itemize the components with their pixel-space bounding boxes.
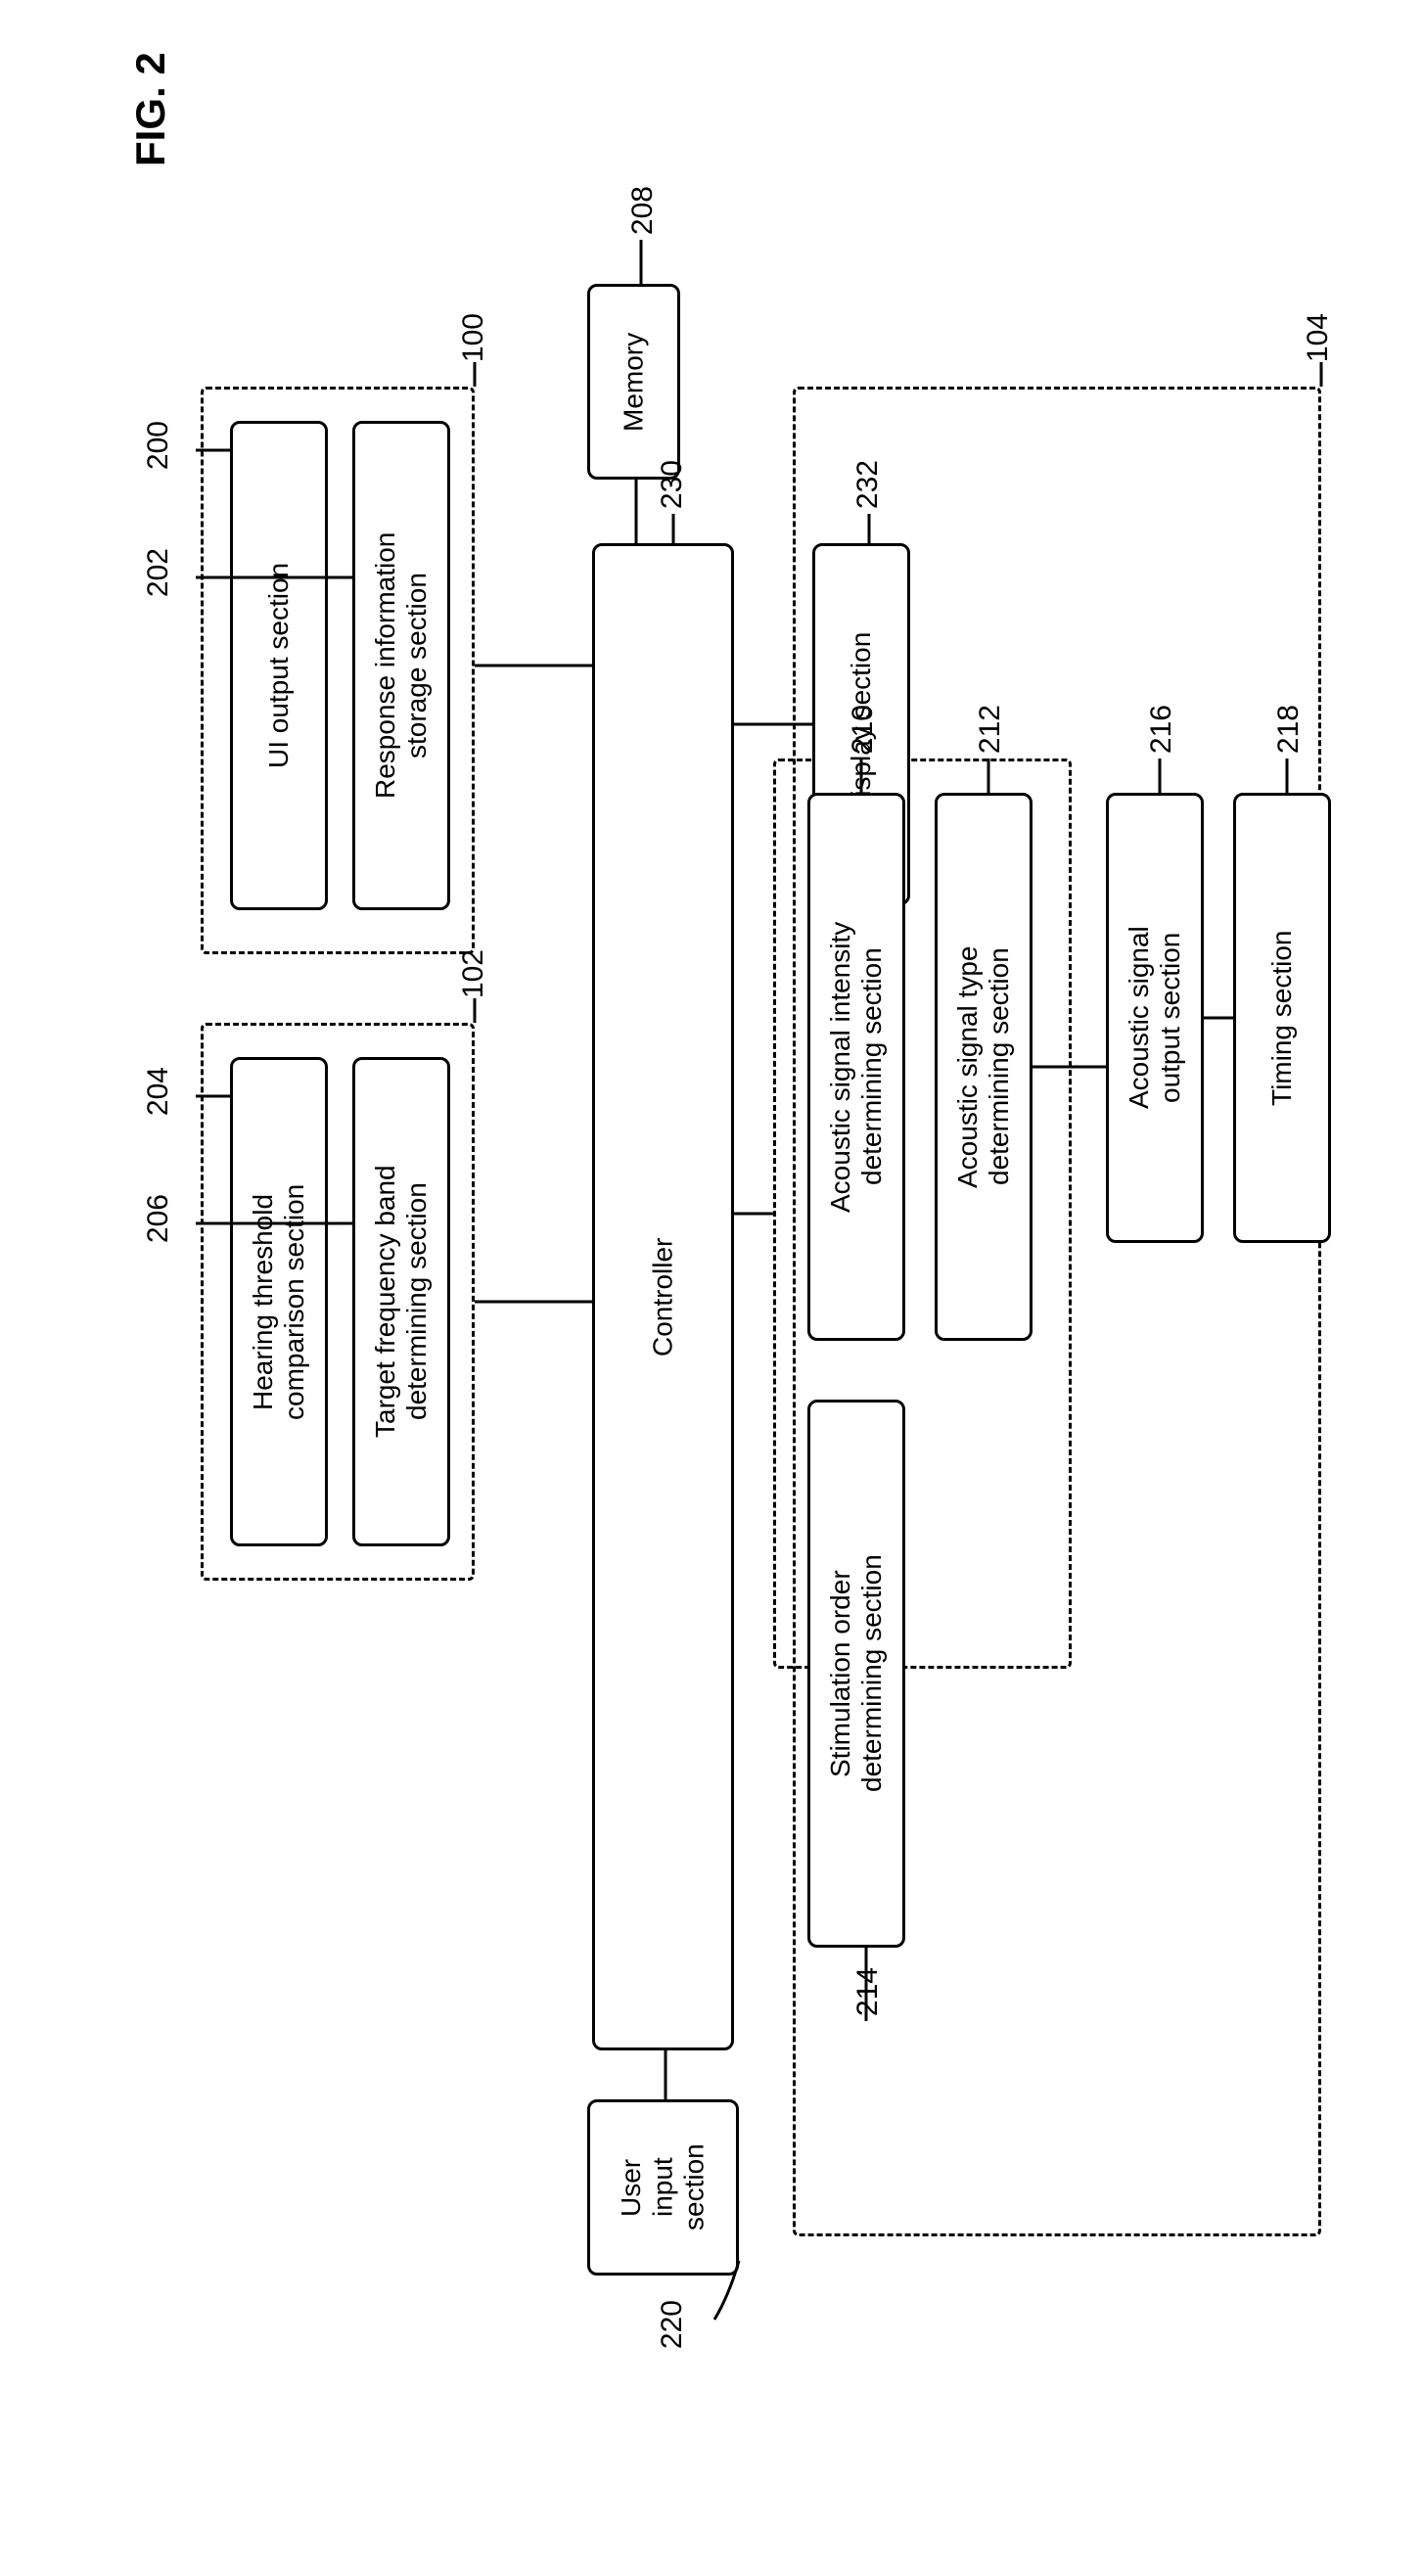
timing-section-block: Timing section [1233, 793, 1331, 1243]
ref-102: 102 [457, 949, 490, 998]
ref-202: 202 [142, 548, 175, 597]
memory-block: Memory [587, 284, 680, 480]
stimulation-order-block: Stimulation order determining section [807, 1400, 905, 1948]
ref-220: 220 [656, 2300, 689, 2349]
ref-204: 204 [142, 1067, 175, 1116]
ref-206: 206 [142, 1194, 175, 1243]
ref-218: 218 [1272, 705, 1306, 754]
response-info-storage-block: Response information storage section [352, 421, 450, 910]
controller-block: Controller [592, 543, 734, 2050]
ref-232: 232 [851, 460, 885, 509]
page: FIG. 2 Memory Controller Display section… [0, 0, 1423, 2576]
user-input-section-block: User input section [587, 2099, 739, 2276]
ref-230: 230 [656, 460, 689, 509]
acoustic-type-block: Acoustic signal type determining section [935, 793, 1033, 1341]
ui-output-section-block: UI output section [230, 421, 328, 910]
ref-104: 104 [1302, 313, 1335, 362]
ref-208: 208 [626, 186, 660, 235]
acoustic-output-block: Acoustic signal output section [1106, 793, 1204, 1243]
ref-210: 210 [847, 705, 880, 754]
ref-216: 216 [1145, 705, 1178, 754]
ref-100: 100 [457, 313, 490, 362]
ref-212: 212 [974, 705, 1007, 754]
hearing-threshold-block: Hearing threshold comparison section [230, 1057, 328, 1546]
ref-200: 200 [142, 421, 175, 470]
figure-label: FIG. 2 [127, 52, 174, 166]
ref-214: 214 [851, 1967, 885, 2016]
target-freq-band-block: Target frequency band determining sectio… [352, 1057, 450, 1546]
acoustic-intensity-block: Acoustic signal intensity determining se… [807, 793, 905, 1341]
